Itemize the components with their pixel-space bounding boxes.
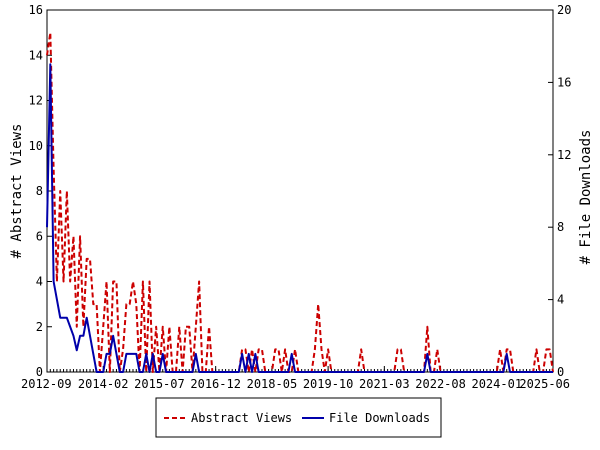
right-tick-label: 12 <box>557 148 571 162</box>
right-tick-label: 4 <box>557 293 564 307</box>
right-tick-label: 20 <box>557 3 571 17</box>
x-tick-label: 2018-05 <box>247 377 298 391</box>
x-tick-label: 2021-03 <box>359 377 410 391</box>
left-tick-label: 8 <box>36 184 43 198</box>
right-tick-label: 8 <box>557 220 564 234</box>
left-tick-label: 14 <box>29 48 43 62</box>
legend: Abstract Views File Downloads <box>156 398 441 437</box>
x-tick-label: 2014-02 <box>78 377 129 391</box>
x-tick-label: 2022-08 <box>415 377 466 391</box>
x-tick-label: 2024-01 <box>471 377 522 391</box>
plot-frame <box>47 10 553 372</box>
legend-label-file-downloads: File Downloads <box>329 411 430 425</box>
x-tick-label: 2019-10 <box>303 377 354 391</box>
left-tick-label: 16 <box>29 3 43 17</box>
left-tick-label: 10 <box>29 139 43 153</box>
left-tick-label: 2 <box>36 320 43 334</box>
y-axis-label-left: # Abstract Views <box>9 124 25 259</box>
x-tick-label: 2015-07 <box>134 377 185 391</box>
right-tick-label: 16 <box>557 75 571 89</box>
legend-label-abstract-views: Abstract Views <box>191 411 292 425</box>
left-tick-label: 6 <box>36 229 43 243</box>
y-axis-label-right: # File Downloads <box>578 130 594 265</box>
x-tick-label: 2012-09 <box>21 377 72 391</box>
left-tick-label: 4 <box>36 275 43 289</box>
x-tick-label: 2016-12 <box>190 377 241 391</box>
left-tick-label: 12 <box>29 94 43 108</box>
x-tick-label: 2025-06 <box>519 377 570 391</box>
